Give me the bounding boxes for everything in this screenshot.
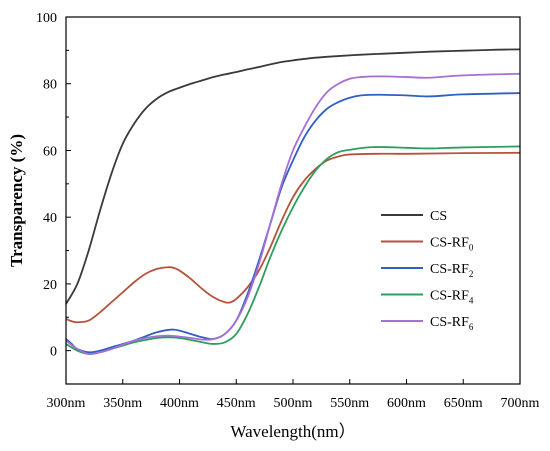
x-axis-title: Wavelength(nm） [230, 422, 355, 441]
x-tick-label: 350nm [103, 396, 142, 411]
x-tick-label: 300nm [47, 396, 86, 411]
x-tick-label: 500nm [274, 396, 313, 411]
x-tick-label: 400nm [160, 396, 199, 411]
x-tick-label: 650nm [444, 396, 483, 411]
y-tick-label: 40 [43, 211, 57, 226]
x-tick-label: 550nm [330, 396, 369, 411]
axis-ticks: 300nm 350nm 400nm 450nm 500nm 550nm 600nm 650nm… [36, 11, 540, 411]
legend-label-4: CS-RF6 [430, 315, 474, 332]
legend-label-subscript: 2 [469, 269, 474, 279]
legend-label-subscript: 6 [469, 322, 474, 332]
series-line-1 [65, 151, 521, 324]
x-tick-label: 700nm [501, 396, 540, 411]
y-tick-label: 100 [36, 11, 57, 26]
x-tick-label: 600nm [387, 396, 426, 411]
legend: CS CS-RF0 CS-RF2 CS-RF4 CS-RF6 [381, 209, 474, 332]
series-line-0 [65, 48, 521, 305]
series-line-2 [65, 92, 521, 354]
y-tick-label: 60 [43, 144, 57, 159]
series-line-4 [65, 72, 521, 355]
y-tick-label: 0 [50, 345, 57, 360]
legend-label-0: CS [430, 209, 447, 224]
series-line-3 [65, 145, 521, 355]
series-lines [65, 48, 521, 355]
y-tick-label: 80 [43, 78, 57, 93]
legend-label-2: CS-RF2 [430, 262, 473, 279]
legend-label-1: CS-RF0 [430, 236, 474, 253]
y-tick-label: 20 [43, 278, 57, 293]
legend-label-3: CS-RF4 [430, 289, 474, 306]
x-tick-label: 450nm [217, 396, 256, 411]
legend-label-subscript: 4 [469, 296, 474, 306]
legend-label-subscript: 0 [469, 243, 474, 253]
y-axis-title: Transparency (%) [7, 134, 26, 267]
